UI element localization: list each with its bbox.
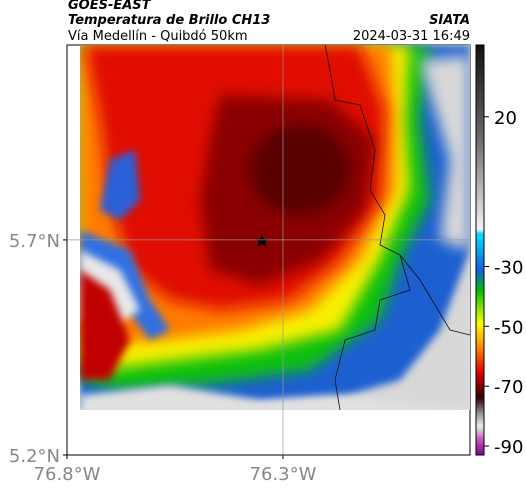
x-tick-label: 76.3°W bbox=[250, 464, 317, 485]
y-tick-label: 5.2°N bbox=[9, 446, 60, 467]
title: GOES-EAST bbox=[68, 0, 152, 13]
subtitle: Temperatura de Brillo CH13 bbox=[68, 13, 270, 28]
colorbar-tick-label: -90 bbox=[494, 437, 523, 458]
x-tick-label: 76.8°W bbox=[34, 464, 101, 485]
colorbar-tick-label: -50 bbox=[494, 317, 523, 338]
border-line bbox=[324, 44, 411, 411]
brightness-raster bbox=[80, 45, 470, 410]
border-line bbox=[399, 254, 471, 336]
site-marker bbox=[255, 234, 269, 247]
source: SIATA bbox=[429, 13, 470, 28]
colorbar-tick-label: -30 bbox=[494, 257, 523, 278]
location: Vía Medellín - Quibdó 50km bbox=[68, 29, 248, 44]
colorbar bbox=[475, 44, 485, 456]
colorbar-tick-label: 20 bbox=[494, 108, 517, 129]
timestamp: 2024-03-31 16:49 bbox=[353, 29, 470, 44]
y-tick-label: 5.7°N bbox=[9, 231, 60, 252]
colorbar-tick-label: -70 bbox=[494, 377, 523, 398]
